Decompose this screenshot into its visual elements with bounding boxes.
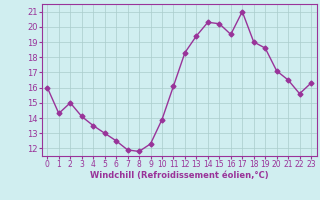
X-axis label: Windchill (Refroidissement éolien,°C): Windchill (Refroidissement éolien,°C) <box>90 171 268 180</box>
